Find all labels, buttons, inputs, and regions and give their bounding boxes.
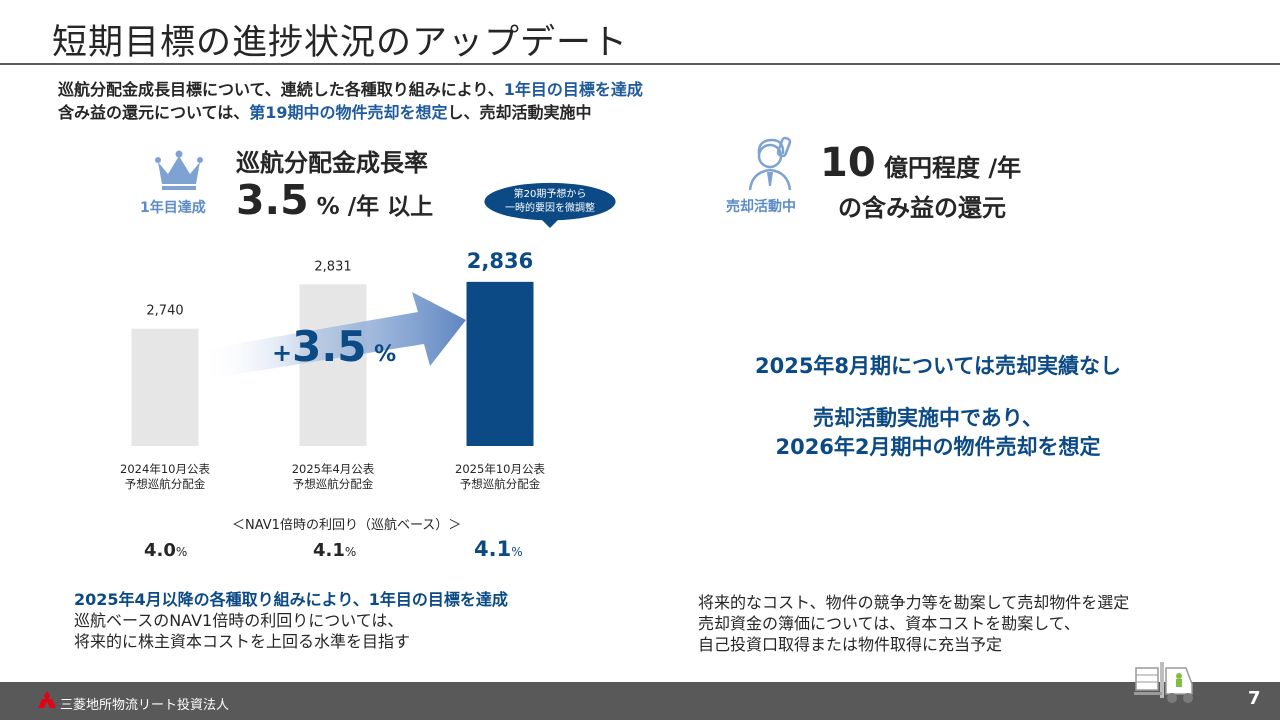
left-summary-line-2: 巡航ベースのNAV1倍時の利回りについては、 <box>74 611 404 630</box>
sales-plan-line-2: 2026年2月期中の物件売却を想定 <box>775 435 1101 459</box>
yield-3: 4.1% <box>474 537 523 561</box>
note-bubble-text: 第20期予想から 一時的要因を微調整 <box>480 188 620 216</box>
yield-1: 4.0% <box>144 540 187 561</box>
yield-3-unit: % <box>511 545 523 559</box>
operator-icon <box>748 136 792 191</box>
bar-value-label-3: 2,836 <box>467 249 533 273</box>
lead-line-1-text: 巡航分配金成長目標について、連続した各種取り組みにより、 <box>58 80 504 99</box>
crown-icon <box>155 150 203 190</box>
distribution-bar-chart: 2,7402024年10月公表予想巡航分配金2,8312025年4月公表予想巡航… <box>120 249 545 491</box>
right-summary-line-2: 売却資金の簿価については、資本コストを勘案して、 <box>698 614 1080 633</box>
category-label-3-line-1: 2025年10月公表 <box>455 462 545 476</box>
right-summary-line-3: 自己投資口取得または物件取得に充当予定 <box>698 635 1003 654</box>
footer-bar <box>0 682 1280 720</box>
company-name: 三菱地所物流リート投資法人 <box>60 698 230 713</box>
page-title: 短期目標の進捗状況のアップデート <box>52 23 629 63</box>
growth-value: 3.5 <box>292 322 367 371</box>
bar-value-label-1: 2,740 <box>146 304 183 319</box>
note-line-1: 第20期予想から <box>513 189 587 200</box>
return-amount-value: 10 <box>820 140 876 186</box>
yield-2-value: 4.1 <box>313 540 345 561</box>
left-summary: 2025年4月以降の各種取り組みにより、1年目の目標を達成 巡航ベースのNAV1… <box>74 589 508 652</box>
lead-line-1-highlight: 1年目の目標を達成 <box>503 80 643 99</box>
category-label-2-line-2: 予想巡航分配金 <box>293 477 374 491</box>
page-number: 7 <box>1248 688 1261 709</box>
sales-plan-line-1: 売却活動実施中であり、 <box>813 406 1043 430</box>
lead-line-2: 含み益の還元については、第19期中の物件売却を想定し、売却活動実施中 <box>58 99 592 123</box>
goal-rate: 3.5 % /年 以上 <box>236 176 433 224</box>
growth-sign: + <box>272 339 293 367</box>
yield-3-value: 4.1 <box>474 537 512 561</box>
category-label-3-line-2: 予想巡航分配金 <box>460 477 541 491</box>
return-amount: 10 億円程度 /年 <box>820 140 1021 186</box>
left-summary-line-3: 将来的に株主資本コストを上回る水準を目指す <box>74 632 411 651</box>
right-summary: 将来的なコスト、物件の競争力等を勘案して売却物件を選定 売却資金の簿価については… <box>698 592 1129 655</box>
yield-1-unit: % <box>175 545 188 559</box>
growth-unit: % <box>366 342 397 367</box>
lead-line-2-tail: し、売却活動実施中 <box>447 103 592 122</box>
yield-2: 4.1% <box>313 540 356 561</box>
yield-caption: ＜NAV1倍時の利回り（巡航ベース）＞ <box>232 518 462 533</box>
return-amount-caption: の含み益の還元 <box>838 194 1006 222</box>
lead-line-1: 巡航分配金成長目標について、連続した各種取り組みにより、1年目の目標を達成 <box>58 76 643 100</box>
selling-label: 売却活動中 <box>726 199 796 215</box>
forklift-icon <box>1134 662 1193 703</box>
category-label-2-line-1: 2025年4月公表 <box>292 462 375 476</box>
goal-rate-unit: % /年 以上 <box>308 194 434 220</box>
sales-status-message: 2025年8月期については売却実績なし <box>754 354 1121 378</box>
category-label-1-line-1: 2024年10月公表 <box>120 462 210 476</box>
yield-2-unit: % <box>344 545 357 559</box>
title-divider <box>0 63 1280 65</box>
mitsubishi-logo-icon <box>38 691 56 708</box>
growth-arrow <box>200 292 466 380</box>
bar-value-label-2: 2,831 <box>314 259 351 274</box>
goal-rate-value: 3.5 <box>236 176 309 224</box>
growth-label: +3.5 % <box>272 322 396 371</box>
bar-2 <box>299 284 367 446</box>
note-bubble <box>484 182 616 228</box>
achieved-label: 1年目達成 <box>140 200 206 216</box>
bar-3 <box>466 281 534 446</box>
right-summary-line-1: 将来的なコスト、物件の競争力等を勘案して売却物件を選定 <box>698 593 1130 612</box>
bar-1 <box>131 328 199 446</box>
lead-line-2-text: 含み益の還元については、 <box>58 103 250 122</box>
yield-1-value: 4.0 <box>144 540 176 561</box>
goal-name: 巡航分配金成長率 <box>236 149 428 177</box>
lead-line-2-highlight: 第19期中の物件売却を想定 <box>249 103 448 122</box>
left-summary-line-1: 2025年4月以降の各種取り組みにより、1年目の目標を達成 <box>74 590 508 609</box>
category-label-1-line-2: 予想巡航分配金 <box>125 477 206 491</box>
return-amount-unit: 億円程度 /年 <box>875 154 1022 182</box>
note-line-2: 一時的要因を微調整 <box>505 203 595 214</box>
